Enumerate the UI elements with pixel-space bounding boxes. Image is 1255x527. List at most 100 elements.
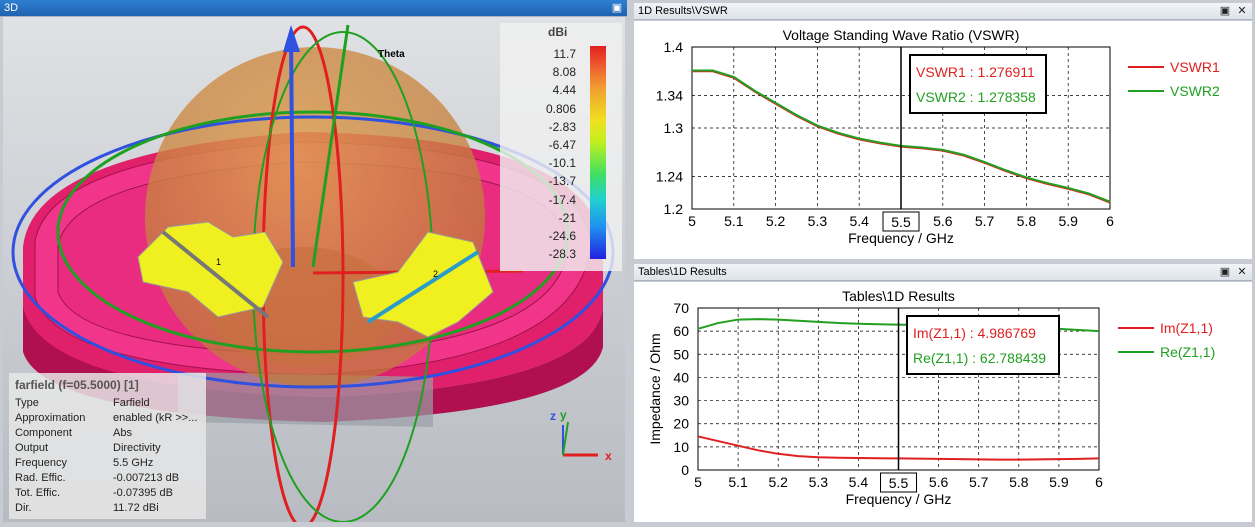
farfield-color-legend: dBi 11.7 8.08 4.44 0.806 -2.83 -6.47 -10.1 -13.… — [500, 23, 622, 271]
farfield-info-row: Type Farfield — [15, 397, 150, 411]
farfield-3d-scene: 1 2 Theta z y x — [11, 24, 615, 522]
y-axis-label: Impedance / Ohm — [647, 333, 663, 444]
y-tick-label: 70 — [673, 300, 689, 316]
x-tick-label: 5.4 — [849, 474, 869, 490]
x-tick-label: 5.3 — [809, 474, 829, 490]
x-tick-label: 5.7 — [975, 213, 995, 229]
y-tick-label: 40 — [673, 369, 689, 385]
x-tick-label: 6 — [1106, 213, 1114, 229]
legend-tick-label: -21 — [558, 210, 576, 225]
info-label: Component — [15, 427, 72, 439]
window-vswr-title: 1D Results\VSWR — [638, 5, 728, 17]
x-tick-label: 5.3 — [808, 213, 828, 229]
impedance-chart: Tables\1D Results 5 5.1 5.2 5.3 5.4 5.5 5.6 5.7 5… — [647, 288, 1215, 507]
x-tick-label: 5.2 — [766, 213, 786, 229]
legend-label: VSWR1 — [1170, 59, 1220, 75]
y-tick-label: 1.2 — [664, 201, 684, 217]
x-tick-label: 5.4 — [849, 213, 869, 229]
port-1-label: 1 — [216, 257, 221, 267]
theta-label: Theta — [378, 49, 405, 60]
maximize-icon[interactable]: ▣ — [1219, 5, 1231, 17]
legend-label: Re(Z1,1) — [1160, 344, 1215, 360]
port-2-label: 2 — [433, 269, 438, 279]
legend-tick-label: 0.806 — [545, 101, 576, 116]
info-value: enabled (kR >>... — [113, 412, 198, 424]
info-value: -0.07395 dB — [113, 487, 173, 499]
maximize-icon[interactable]: ▣ — [1219, 266, 1231, 278]
marker-readout-value: VSWR2 : 1.278358 — [916, 89, 1036, 105]
legend-tick-label: 11.7 — [553, 47, 576, 61]
farfield-info-row: Frequency 5.5 GHz — [15, 457, 153, 471]
info-label: Output — [15, 442, 49, 454]
z-plot-panel[interactable]: Tables\1D Results 5 5.1 5.2 5.3 5.4 5.5 5.6 5.7 5… — [634, 282, 1252, 522]
marker-readout-box — [909, 54, 1047, 114]
x-tick-label: 5.1 — [724, 213, 744, 229]
window-vswr-titlebar[interactable]: 1D Results\VSWR ▣ ✕ — [634, 3, 1252, 20]
3d-viewport[interactable]: 1 2 Theta z y x dBi 11.7 8.08 4.44 0.806 -2.… — [3, 17, 625, 522]
chart-title: Tables\1D Results — [842, 288, 955, 304]
legend-tick-label: -13.7 — [548, 174, 576, 189]
vswr-plot-panel[interactable]: Voltage Standing Wave Ratio (VSWR) 5 5.1 5.… — [634, 21, 1252, 259]
close-icon[interactable]: ✕ — [1237, 266, 1247, 278]
z-axis-arrow — [283, 25, 300, 52]
info-value: -0.007213 dB — [113, 472, 180, 484]
info-value: 5.5 GHz — [113, 457, 154, 469]
info-value: Abs — [113, 427, 132, 439]
vswr-chart: Voltage Standing Wave Ratio (VSWR) 5 5.1 5.… — [656, 27, 1220, 246]
x-tick-label: 5 — [694, 474, 702, 490]
marker-readout-value: Re(Z1,1) : 62.788439 — [913, 350, 1046, 366]
farfield-info-row: Approximation enabled (kR >>... — [15, 412, 197, 426]
x-tick-label: 5.7 — [969, 474, 989, 490]
x-tick-label: 5.9 — [1049, 474, 1069, 490]
farfield-info-heading: farfield (f=05.5000) [1] — [15, 378, 139, 392]
gizmo-z-label: z — [550, 409, 556, 423]
legend-tick-label: -17.4 — [548, 192, 576, 207]
y-tick-label: 20 — [673, 416, 689, 432]
legend-unit: dBi — [548, 25, 568, 39]
marker-box — [880, 472, 917, 493]
info-value: 11.72 dBi — [113, 502, 159, 514]
y-tick-label: 1.3 — [664, 120, 684, 136]
y-tick-label: 1.24 — [656, 169, 683, 185]
info-label: Rad. Effic. — [15, 472, 66, 484]
marker-label: 5.5 — [889, 475, 909, 491]
x-tick-label: 5.6 — [933, 213, 953, 229]
feed-line-1 — [161, 230, 270, 319]
x-tick-label: 5.8 — [1017, 213, 1037, 229]
x-axis-label: Frequency / GHz — [846, 491, 952, 507]
legend-tick-label: -28.3 — [548, 247, 576, 262]
farfield-info-row: Tot. Effic. -0.07395 dB — [15, 487, 173, 501]
legend-tick-label: -24.6 — [548, 229, 576, 243]
gizmo-x-label: x — [605, 449, 612, 463]
y-tick-label: 1.4 — [664, 39, 684, 55]
maximize-icon[interactable]: ▣ — [611, 2, 623, 14]
legend-label: VSWR2 — [1170, 83, 1220, 99]
gizmo-y-axis — [562, 421, 569, 456]
y-tick-label: 1.34 — [656, 88, 683, 104]
y-axis-line — [311, 24, 350, 268]
x-tick-label: 5.9 — [1058, 213, 1078, 229]
farfield-info-row: Dir. 11.72 dBi — [15, 502, 159, 516]
y-tick-label: 10 — [673, 439, 689, 455]
farfield-info-row: Rad. Effic. -0.007213 dB — [15, 472, 179, 486]
farfield-info-panel: farfield (f=05.5000) [1] Type Farfield App… — [9, 373, 206, 519]
legend-tick-label: -10.1 — [548, 156, 576, 171]
legend-tick-label: 8.08 — [552, 65, 576, 80]
close-icon[interactable]: ✕ — [1237, 5, 1247, 17]
info-value: Directivity — [113, 442, 161, 454]
x-tick-label: 5 — [688, 213, 696, 229]
farfield-info-row: Output Directivity — [15, 442, 161, 456]
info-label: Tot. Effic. — [15, 487, 61, 499]
window-3d-titlebar[interactable]: 3D ▣ — [0, 0, 627, 17]
window-z-title: Tables\1D Results — [638, 266, 727, 278]
legend-tick-label: -2.83 — [548, 119, 576, 134]
marker-readout-value: VSWR1 : 1.276911 — [916, 64, 1035, 80]
y-tick-label: 50 — [673, 346, 689, 362]
legend-colorbar — [590, 46, 606, 259]
marker-readout-box — [906, 315, 1060, 375]
info-value: Farfield — [113, 397, 150, 409]
legend-label: Im(Z1,1) — [1160, 320, 1213, 336]
legend-tick-label: -6.47 — [548, 138, 576, 152]
info-label: Dir. — [15, 502, 32, 514]
window-z-titlebar[interactable]: Tables\1D Results ▣ ✕ — [634, 264, 1252, 281]
